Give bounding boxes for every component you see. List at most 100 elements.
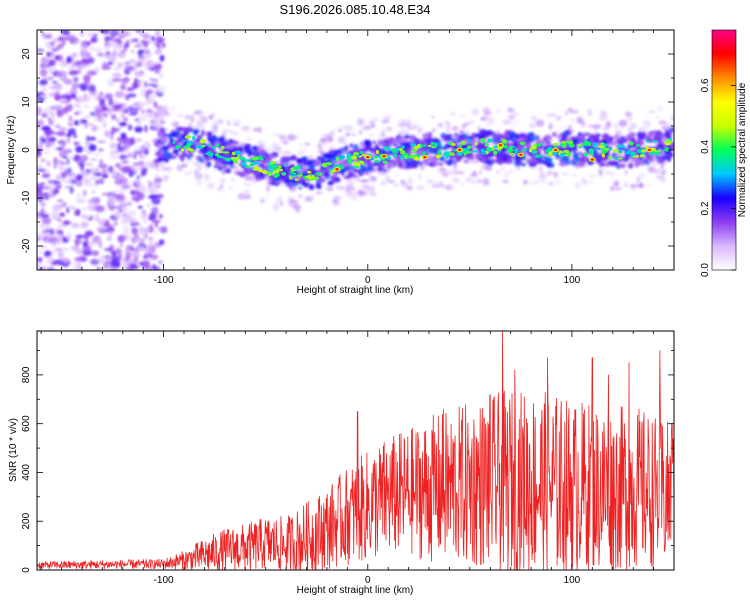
spectrogram-noise-blob (66, 206, 70, 214)
spectrogram-noise-blob (144, 48, 150, 54)
spectrogram-noise-blob (94, 153, 102, 156)
spectrogram-trace-blob (513, 141, 517, 147)
spectrogram-noise-blob (108, 229, 113, 236)
spectrogram-halo-blob (287, 134, 296, 141)
spectrogram-trace-blob (301, 156, 308, 162)
spectrogram-trace-blob (656, 143, 665, 149)
spectrogram-noise-blob (153, 64, 161, 69)
spectrogram-noise-blob (146, 145, 151, 148)
spectrogram-noise-blob (141, 210, 146, 214)
spectrogram-core-blob (307, 170, 312, 174)
spectrogram-trace-blob (331, 176, 338, 179)
spectrogram-noise-blob (82, 189, 87, 197)
spectrogram-core-blob (182, 139, 188, 142)
spectrogram-trace-blob (338, 168, 347, 174)
spectrogram-halo-blob (567, 107, 574, 113)
spectrogram-core-blob (186, 148, 194, 151)
spectrogram-core-blob (465, 150, 472, 154)
spectrogram-trace-blob (228, 138, 234, 144)
spectrogram-core-blob (358, 150, 365, 155)
spectrogram-core-blob (237, 154, 240, 159)
spectrogram-noise-blob (74, 208, 78, 217)
spectrogram-halo-blob (534, 179, 539, 185)
spectrogram-halo-blob (401, 181, 409, 189)
spectrogram-trace-blob (167, 142, 173, 149)
spectrogram-noise-blob (107, 61, 114, 65)
spectrogram-noise-blob (108, 109, 113, 115)
spectrogram-noise-blob (66, 31, 70, 36)
spectrogram-noise-blob (122, 254, 126, 261)
spectrogram-halo-blob (643, 182, 651, 188)
spectrogram-halo-blob (451, 126, 459, 131)
spectrogram-halo-blob (395, 172, 399, 178)
spectrogram-noise-blob (37, 147, 42, 155)
spectrogram-core-blob (180, 148, 185, 152)
spectrogram-noise-blob (145, 108, 154, 114)
spectrogram-core-blob (361, 154, 367, 157)
spectrogram-noise-blob (62, 166, 68, 171)
spectrogram-trace-blob (198, 157, 204, 163)
snr-y-tick-label: 800 (21, 366, 32, 383)
spectrogram-halo-blob (500, 164, 505, 172)
spectrogram-trace-blob (207, 162, 212, 166)
spectrogram-halo-blob (245, 136, 250, 142)
snr-background (37, 331, 674, 570)
spectrogram-trace-blob (322, 171, 331, 178)
spectrogram-noise-blob (39, 62, 47, 69)
spectrogram-noise-blob (59, 145, 65, 151)
spectrogram-noise-blob (125, 65, 134, 72)
spectrogram-core-blob (214, 153, 219, 157)
spectrogram-noise-blob (123, 197, 128, 201)
spectrogram-trace-blob (248, 169, 253, 175)
spectrogram-noise-blob (137, 205, 143, 209)
spectrogram-noise-blob (98, 240, 103, 249)
spectrogram-x-label: Height of straight line (km) (297, 285, 414, 296)
spectrogram-halo-blob (445, 126, 452, 134)
spectrogram-x-tick-label: 100 (564, 275, 581, 286)
spectrogram-noise-blob (94, 47, 103, 54)
spectrogram-halo-blob (537, 165, 544, 173)
spectrogram-noise-blob (82, 241, 88, 247)
spectrogram-noise-blob (60, 94, 71, 100)
spectrogram-noise-blob (46, 266, 55, 270)
spectrogram-core-blob (422, 144, 427, 147)
spectrogram-halo-blob (627, 127, 633, 132)
spectrogram-noise-blob (140, 212, 148, 220)
spectrogram-noise-blob (75, 180, 83, 187)
spectrogram-noise-blob (40, 208, 45, 216)
spectrogram-halo-blob (561, 172, 569, 177)
spectrogram-trace-blob (343, 175, 352, 180)
colorbar-tick-label: 0.2 (700, 201, 711, 215)
spectrogram-core-blob (253, 166, 260, 171)
spectrogram-noise-blob (41, 31, 45, 36)
spectrogram-noise-blob (124, 229, 129, 234)
spectrogram-trace-blob (365, 159, 372, 165)
spectrogram-core-blob (480, 138, 486, 143)
spectrogram-core-blob (598, 145, 605, 148)
spectrogram-noise-blob (90, 258, 100, 266)
spectrogram-noise-blob (84, 123, 95, 126)
spectrogram-trace-blob (156, 157, 163, 164)
colorbar-frame (711, 29, 737, 271)
spectrogram-noise-blob (39, 79, 48, 86)
spectrogram-halo-blob (467, 159, 475, 163)
spectrogram-halo-blob (177, 113, 185, 118)
spectrogram-core-blob (430, 142, 435, 145)
spectrogram-noise-blob (70, 70, 79, 73)
spectrogram-noise-blob (62, 149, 73, 154)
spectrogram-noise-blob (61, 107, 69, 114)
spectrogram-noise-blob (120, 166, 130, 174)
spectrogram-halo-blob (272, 132, 280, 136)
spectrogram-halo-blob (652, 168, 661, 174)
spectrogram-halo-blob (448, 171, 457, 175)
spectrogram-halo-blob (267, 147, 275, 152)
spectrogram-noise-blob (55, 175, 63, 180)
spectrogram-core-blob (308, 177, 316, 181)
spectrogram-core-blob (625, 150, 632, 155)
spectrogram-trace-blob (589, 161, 595, 164)
spectrogram-noise-blob (78, 161, 85, 169)
spectrogram-noise-blob (75, 198, 86, 204)
spectrogram-halo-blob (359, 190, 368, 196)
spectrogram-noise-blob (151, 80, 160, 85)
spectrogram-noise-blob (40, 57, 49, 64)
